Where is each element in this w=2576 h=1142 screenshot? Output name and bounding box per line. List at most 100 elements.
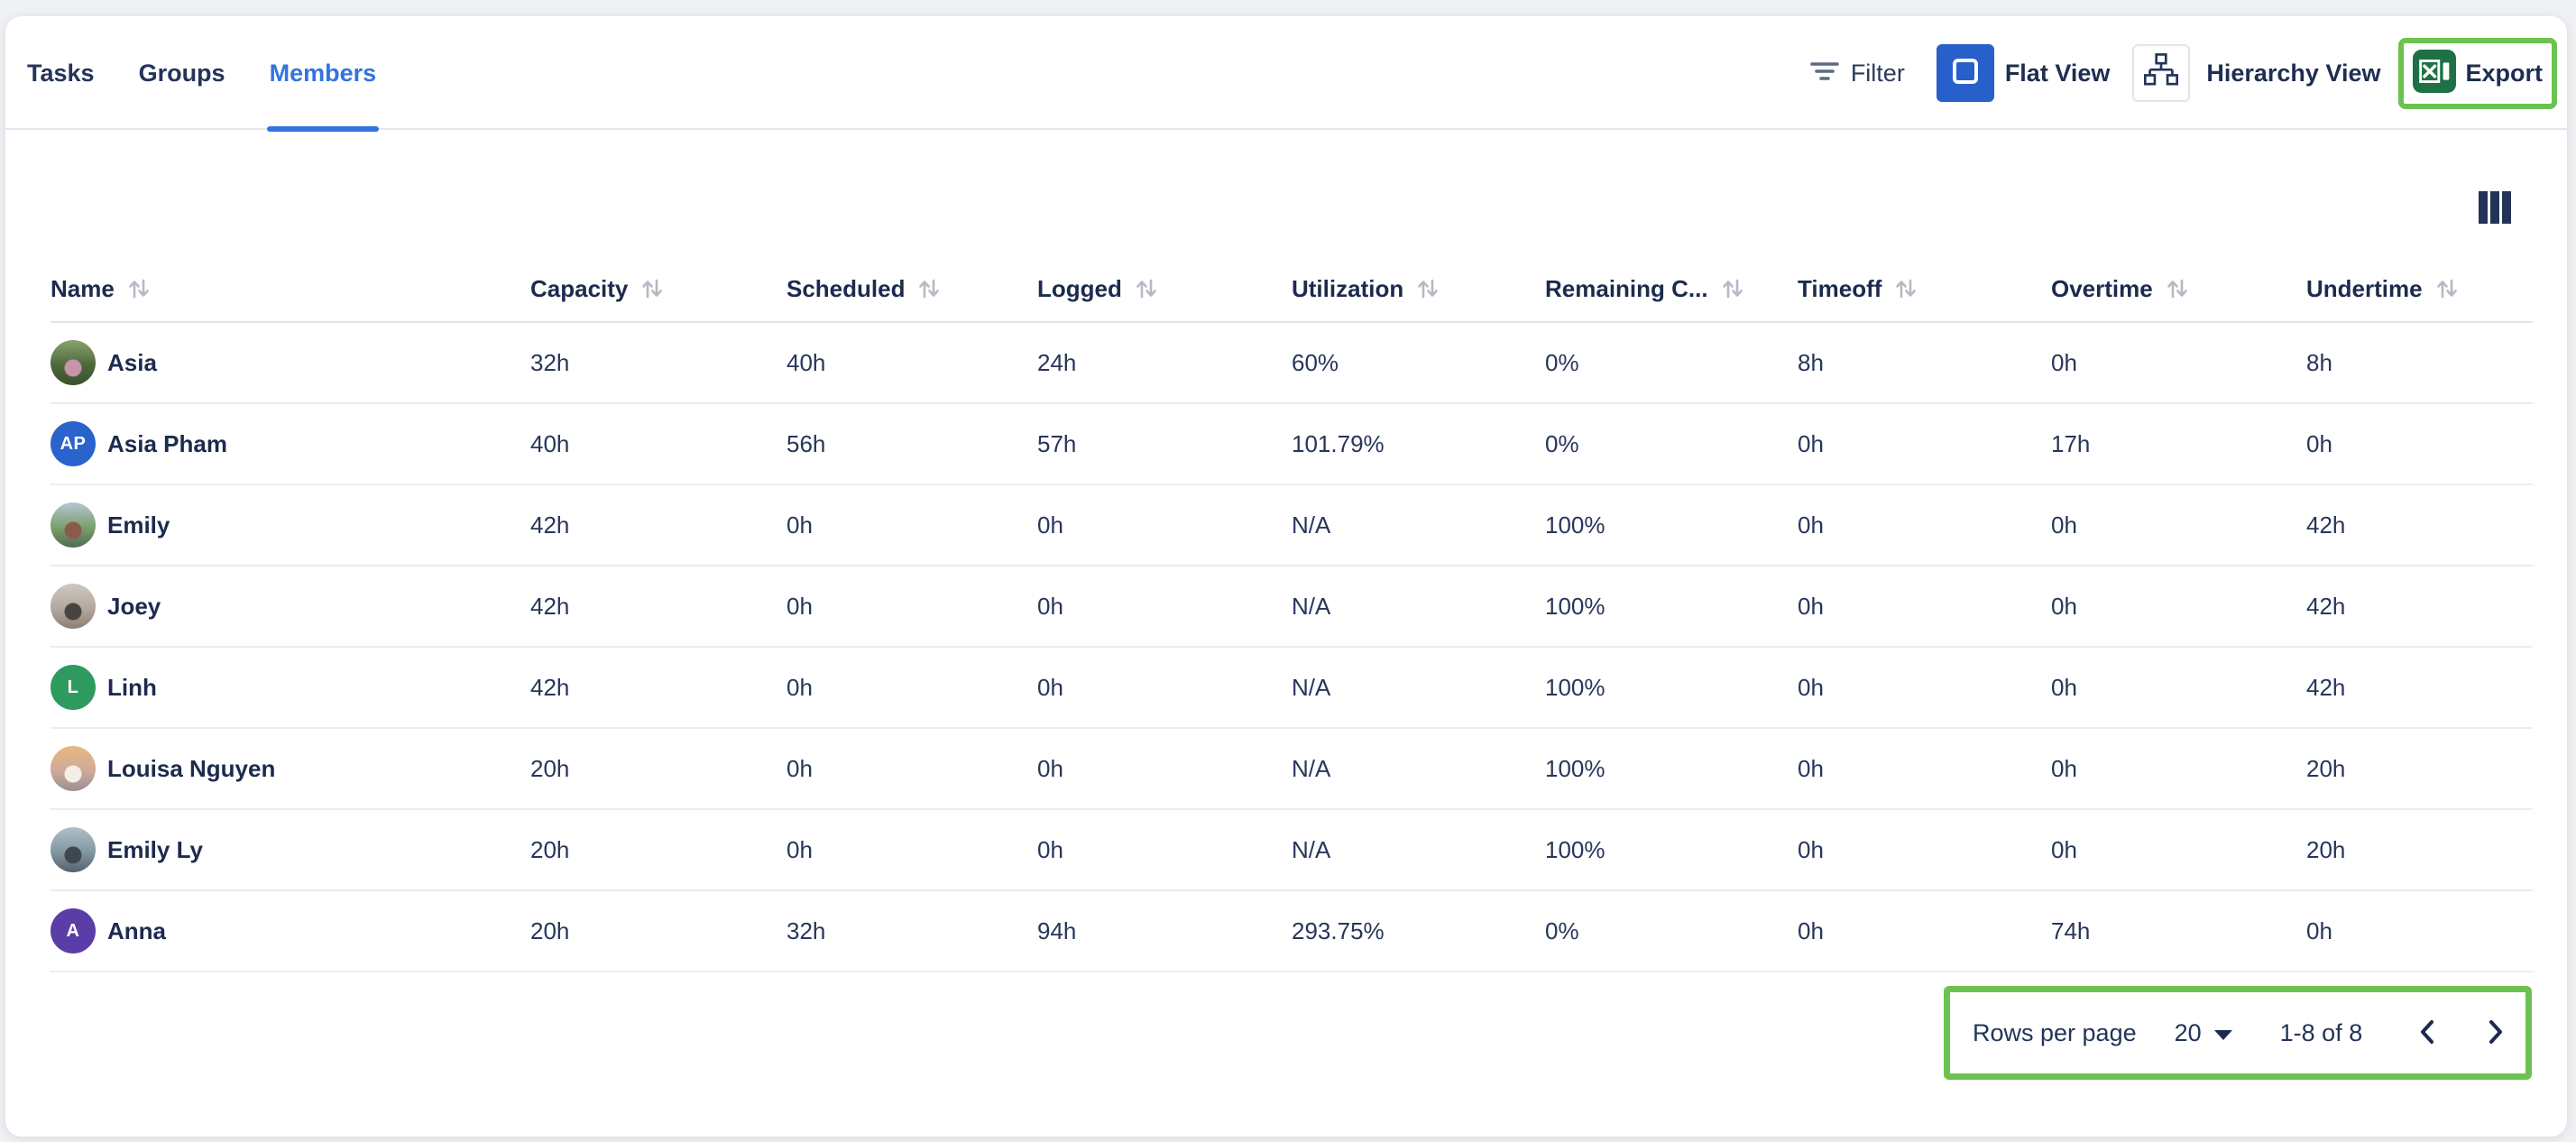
cell-scheduled: 40h	[787, 348, 826, 376]
cell-scheduled: 0h	[787, 592, 813, 620]
table-row[interactable]: Louisa Nguyen 20h 0h 0h N/A 100% 0h 0h 20h	[51, 729, 2533, 810]
avatar: AP	[51, 421, 96, 466]
avatar: A	[51, 908, 96, 953]
member-cell: Louisa Nguyen	[51, 746, 530, 791]
export-label: Export	[2465, 59, 2543, 87]
caret-down-icon	[2213, 1019, 2232, 1047]
cell-timeoff: 0h	[1798, 511, 1824, 539]
column-header-timeoff[interactable]: Timeoff	[1798, 275, 2051, 303]
avatar	[51, 584, 96, 629]
member-name: Louisa Nguyen	[107, 754, 276, 782]
avatar	[51, 827, 96, 872]
cell-timeoff: 0h	[1798, 592, 1824, 620]
column-label: Name	[51, 274, 115, 302]
cell-capacity: 42h	[530, 511, 570, 539]
table-row[interactable]: Joey 42h 0h 0h N/A 100% 0h 0h 42h	[51, 566, 2533, 648]
table-row[interactable]: AP Asia Pham 40h 56h 57h 101.79% 0% 0h 17h 0h	[51, 404, 2533, 485]
filter-button[interactable]: Filter	[1809, 60, 1905, 87]
members-table: Name Capacity Scheduled Logged Utilization Re…	[51, 244, 2533, 972]
tab-tasks[interactable]: Tasks	[27, 59, 95, 87]
sort-icon	[2167, 279, 2187, 299]
cell-undertime: 20h	[2306, 835, 2346, 863]
table-row[interactable]: Asia 32h 40h 24h 60% 0% 8h 0h 8h	[51, 323, 2533, 404]
toolbar: Filter Flat View	[1809, 16, 2557, 130]
cell-overtime: 0h	[2051, 592, 2077, 620]
cell-remaining_capacity: 0%	[1545, 429, 1579, 457]
sort-icon	[2436, 279, 2457, 299]
cell-utilization: 60%	[1292, 348, 1339, 376]
tab-members[interactable]: Members	[266, 16, 379, 132]
column-header-undertime[interactable]: Undertime	[2306, 275, 2533, 303]
cell-logged: 57h	[1037, 429, 1077, 457]
cell-scheduled: 32h	[787, 916, 826, 944]
column-header-utilization[interactable]: Utilization	[1292, 275, 1545, 303]
member-cell: Emily Ly	[51, 827, 530, 872]
hierarchy-view-button[interactable]	[2132, 44, 2191, 102]
member-name: Joey	[107, 592, 161, 620]
columns-icon[interactable]	[2479, 191, 2511, 224]
column-label: Scheduled	[787, 274, 906, 302]
table-row[interactable]: A Anna 20h 32h 94h 293.75% 0% 0h 74h 0h	[51, 891, 2533, 972]
flat-view-button[interactable]	[1936, 44, 1994, 102]
cell-utilization: 101.79%	[1292, 429, 1385, 457]
cell-overtime: 74h	[2051, 916, 2091, 944]
cell-scheduled: 56h	[787, 429, 826, 457]
cell-overtime: 0h	[2051, 754, 2077, 782]
cell-overtime: 0h	[2051, 511, 2077, 539]
cell-undertime: 8h	[2306, 348, 2332, 376]
flat-view-label: Flat View	[2004, 59, 2111, 87]
rows-per-page-dropdown[interactable]: 20	[2175, 1019, 2232, 1047]
cell-capacity: 20h	[530, 835, 570, 863]
cell-scheduled: 0h	[787, 673, 813, 701]
column-header-remaining_capacity[interactable]: Remaining C...	[1545, 275, 1798, 303]
member-name: Anna	[107, 916, 166, 944]
cell-utilization: N/A	[1292, 754, 1331, 782]
column-header-name[interactable]: Name	[51, 275, 530, 303]
export-button[interactable]: Export	[2398, 37, 2557, 109]
table-body: Asia 32h 40h 24h 60% 0% 8h 0h 8h AP Asia Pham 40h 56…	[51, 323, 2533, 972]
cell-logged: 0h	[1037, 673, 1063, 701]
cell-remaining_capacity: 100%	[1545, 511, 1605, 539]
page-range-label: 1-8 of 8	[2279, 1018, 2363, 1046]
cell-overtime: 17h	[2051, 429, 2091, 457]
next-page-button[interactable]	[2485, 1018, 2507, 1048]
cell-scheduled: 0h	[787, 835, 813, 863]
member-name: Emily	[107, 511, 170, 539]
cell-timeoff: 0h	[1798, 916, 1824, 944]
cell-remaining_capacity: 100%	[1545, 754, 1605, 782]
column-header-logged[interactable]: Logged	[1037, 275, 1292, 303]
cell-undertime: 42h	[2306, 592, 2346, 620]
column-header-capacity[interactable]: Capacity	[530, 275, 787, 303]
cell-remaining_capacity: 100%	[1545, 592, 1605, 620]
cell-capacity: 40h	[530, 429, 570, 457]
cell-logged: 0h	[1037, 511, 1063, 539]
hierarchy-view-label: Hierarchy View	[2206, 59, 2381, 87]
avatar	[51, 340, 96, 385]
previous-page-button[interactable]	[2416, 1018, 2438, 1048]
chevron-left-icon	[2416, 1018, 2438, 1048]
filter-icon	[1809, 60, 1840, 87]
column-header-scheduled[interactable]: Scheduled	[787, 275, 1037, 303]
sort-icon	[129, 279, 149, 299]
cell-remaining_capacity: 100%	[1545, 673, 1605, 701]
tab-groups[interactable]: Groups	[138, 59, 225, 87]
table-header-row: Name Capacity Scheduled Logged Utilization Re…	[51, 244, 2533, 323]
pagination-bar: Rows per page 20 1-8 of 8	[1944, 986, 2532, 1080]
cell-logged: 24h	[1037, 348, 1077, 376]
tabs-row: Tasks Groups Members Filter	[5, 16, 2567, 132]
column-header-overtime[interactable]: Overtime	[2051, 275, 2306, 303]
table-row[interactable]: L Linh 42h 0h 0h N/A 100% 0h 0h 42h	[51, 648, 2533, 729]
cell-utilization: N/A	[1292, 592, 1331, 620]
sort-icon	[919, 279, 940, 299]
cell-capacity: 20h	[530, 916, 570, 944]
cell-timeoff: 0h	[1798, 673, 1824, 701]
column-label: Capacity	[530, 274, 629, 302]
sort-icon	[1896, 279, 1917, 299]
cell-capacity: 42h	[530, 592, 570, 620]
filter-label: Filter	[1850, 59, 1905, 87]
cell-overtime: 0h	[2051, 673, 2077, 701]
cell-utilization: N/A	[1292, 511, 1331, 539]
table-row[interactable]: Emily 42h 0h 0h N/A 100% 0h 0h 42h	[51, 485, 2533, 566]
table-row[interactable]: Emily Ly 20h 0h 0h N/A 100% 0h 0h 20h	[51, 810, 2533, 891]
cell-utilization: N/A	[1292, 835, 1331, 863]
